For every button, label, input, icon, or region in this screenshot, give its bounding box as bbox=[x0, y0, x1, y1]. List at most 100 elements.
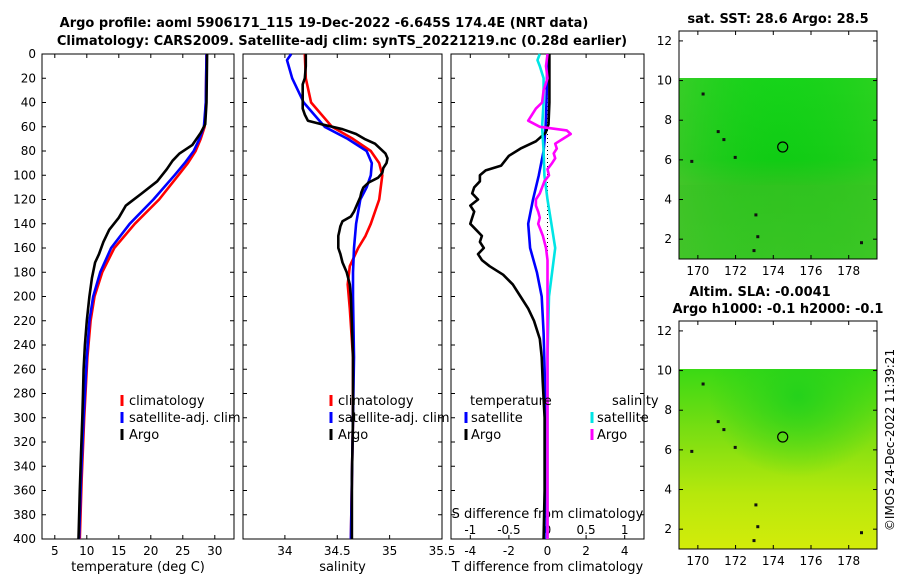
sla-map-island bbox=[756, 525, 760, 529]
differences-legend-label-sal-argo: Argo bbox=[597, 428, 627, 443]
differences-xtick-label: 2 bbox=[582, 544, 590, 558]
salinity-xtick-label: 34 bbox=[277, 544, 292, 558]
sla-map-island bbox=[860, 531, 863, 535]
differences-x2tick-label: -1 bbox=[464, 523, 476, 537]
sla-map-ytick-label: 2 bbox=[664, 522, 672, 536]
depth-tick-label: 360 bbox=[13, 484, 36, 498]
sla-map-title-line1: Altim. SLA: -0.0041 bbox=[689, 285, 830, 300]
sst-map-ytick-label: 4 bbox=[664, 193, 672, 207]
sst-map-xtick-label: 178 bbox=[837, 264, 860, 278]
sla-map-xtick-label: 176 bbox=[800, 554, 823, 568]
sla-map-ytick-label: 8 bbox=[664, 403, 672, 417]
sst-map-xtick-label: 176 bbox=[800, 264, 823, 278]
salinity-panel: 34 34.5 35 35.5 salinity climatology satellite… bbox=[242, 53, 456, 575]
temperature-xtick-label: 25 bbox=[175, 544, 190, 558]
salinity-xtick-label: 34.5 bbox=[324, 544, 351, 558]
depth-tick-label: 20 bbox=[21, 71, 36, 85]
sst-map-south-band bbox=[679, 185, 877, 259]
sla-map-title-line2: Argo h1000: -0.1 h2000: -0.1 bbox=[673, 302, 884, 317]
temperature-legend-label: climatology bbox=[129, 394, 205, 409]
temperature-xlabel: temperature (deg C) bbox=[71, 560, 205, 575]
depth-tick-label: 260 bbox=[13, 362, 36, 376]
sst-map-island bbox=[690, 159, 694, 163]
sst-map-ytick-label: 8 bbox=[664, 113, 672, 127]
sla-map-island bbox=[733, 445, 737, 449]
sla-map: 2 4 6 8 10 12 170 172 174 176 178 bbox=[657, 320, 878, 568]
sst-map-island bbox=[716, 130, 720, 134]
sst-map-title: sat. SST: 28.6 Argo: 28.5 bbox=[687, 12, 868, 27]
sst-map-ytick-label: 2 bbox=[664, 232, 672, 246]
sst-map-ytick-label: 12 bbox=[657, 34, 672, 48]
sst-map-ytick-label: 6 bbox=[664, 153, 672, 167]
salinity-xtick-label: 35.5 bbox=[429, 544, 456, 558]
depth-tick-label: 400 bbox=[13, 532, 36, 546]
sst-map-ytick-label: 10 bbox=[657, 74, 672, 88]
temperature-legend-label: Argo bbox=[129, 428, 159, 443]
temperature-xtick-label: 20 bbox=[143, 544, 158, 558]
salinity-xlabel: salinity bbox=[319, 560, 366, 575]
salinity-legend-label: satellite-adj. clim bbox=[338, 411, 450, 426]
temperature-xtick-label: 15 bbox=[111, 544, 126, 558]
differences-x2tick-label: 0.5 bbox=[577, 523, 596, 537]
salinity-legend-label: climatology bbox=[338, 394, 414, 409]
depth-tick-label: 340 bbox=[13, 459, 36, 473]
salinity-series-argo bbox=[301, 54, 389, 539]
sla-map-island bbox=[716, 420, 720, 424]
depth-tick-label: 220 bbox=[13, 314, 36, 328]
depth-tick-label: 0 bbox=[28, 47, 36, 61]
depth-tick-label: 80 bbox=[21, 144, 36, 158]
sla-map-ytick-label: 6 bbox=[664, 443, 672, 457]
sst-map-island bbox=[860, 241, 863, 245]
salinity-legend-label: Argo bbox=[338, 428, 368, 443]
sla-map-island bbox=[752, 539, 756, 543]
temperature-series-satellite-adj-clim bbox=[77, 53, 208, 540]
differences-xtick-label: 0 bbox=[544, 544, 552, 558]
differences-legend-label-temp-satellite: satellite bbox=[471, 411, 523, 426]
depth-tick-label: 100 bbox=[13, 168, 36, 182]
figure-title-line2: Climatology: CARS2009. Satellite-adj cli… bbox=[57, 34, 627, 49]
depth-tick-label: 180 bbox=[13, 265, 36, 279]
sst-map-island bbox=[752, 249, 756, 253]
depth-tick-labels: 0 20 40 60 80 100 120 140 160 180 200 220 240 260 280 3… bbox=[13, 47, 36, 546]
temperature-legend-label: satellite-adj. clim bbox=[129, 411, 241, 426]
differences-legend-header-salinity: salinity bbox=[612, 394, 659, 409]
sla-map-island bbox=[701, 382, 705, 386]
sla-map-ytick-label: 12 bbox=[657, 324, 672, 338]
sla-map-xtick-label: 174 bbox=[762, 554, 785, 568]
sla-map-ytick-label: 10 bbox=[657, 364, 672, 378]
sst-map-island bbox=[756, 235, 760, 239]
differences-xtick-label: -4 bbox=[464, 544, 476, 558]
figure-title-line1: Argo profile: aoml 5906171_115 19-Dec-20… bbox=[60, 16, 589, 31]
depth-tick-label: 300 bbox=[13, 411, 36, 425]
differences-x2tick-label: 1 bbox=[621, 523, 629, 537]
sla-map-xtick-label: 170 bbox=[686, 554, 709, 568]
sst-map-xtick-label: 172 bbox=[724, 264, 747, 278]
salinity-xtick-label: 35 bbox=[382, 544, 397, 558]
sla-map-island bbox=[690, 449, 694, 453]
depth-tick-label: 240 bbox=[13, 338, 36, 352]
depth-tick-label: 120 bbox=[13, 193, 36, 207]
sla-map-xtick-label: 172 bbox=[724, 554, 747, 568]
sst-map-frame bbox=[678, 30, 878, 260]
differences-legend-label-temp-argo: Argo bbox=[471, 428, 501, 443]
differences-xtick-label: -2 bbox=[503, 544, 515, 558]
sst-map-island bbox=[754, 213, 758, 217]
depth-tick-label: 160 bbox=[13, 241, 36, 255]
sla-map-argo-marker bbox=[777, 431, 789, 443]
sst-map: 2 4 6 8 10 12 170 172 174 176 178 bbox=[657, 30, 878, 278]
sst-map-xtick-label: 170 bbox=[686, 264, 709, 278]
depth-tick-label: 320 bbox=[13, 435, 36, 449]
differences-xtick-label: 4 bbox=[621, 544, 629, 558]
differences-series-sal-argo bbox=[526, 53, 573, 539]
sst-map-field-shading bbox=[679, 78, 877, 259]
depth-tick-label: 380 bbox=[13, 508, 36, 522]
depth-tick-label: 140 bbox=[13, 217, 36, 231]
differences-series-argo bbox=[468, 54, 551, 540]
differences-x2tick-label: -0.5 bbox=[497, 523, 520, 537]
depth-tick-label: 200 bbox=[13, 290, 36, 304]
sla-map-frame bbox=[678, 320, 878, 550]
temperature-xtick-label: 30 bbox=[207, 544, 222, 558]
temperature-series-argo bbox=[77, 53, 209, 540]
